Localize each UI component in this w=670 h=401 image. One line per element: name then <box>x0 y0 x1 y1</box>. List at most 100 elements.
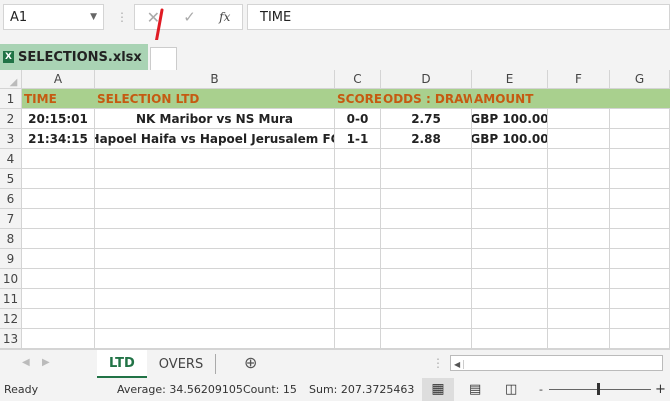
row-header-10[interactable]: 10 <box>0 269 22 289</box>
sheet-tab-ltd[interactable]: LTD <box>97 350 147 378</box>
cell-B12[interactable] <box>95 309 335 329</box>
cell-A5[interactable] <box>22 169 95 189</box>
cell-A13[interactable] <box>22 329 95 349</box>
cell-G6[interactable] <box>610 189 670 209</box>
cell-C5[interactable] <box>335 169 381 189</box>
cell-G7[interactable] <box>610 209 670 229</box>
cell-G5[interactable] <box>610 169 670 189</box>
cell-C10[interactable] <box>335 269 381 289</box>
cell-B4[interactable] <box>95 149 335 169</box>
cell-D12[interactable] <box>381 309 472 329</box>
column-header-A[interactable]: A <box>22 70 95 89</box>
cell-E1[interactable]: AMOUNT <box>472 89 548 109</box>
cell-D11[interactable] <box>381 289 472 309</box>
cell-A9[interactable] <box>22 249 95 269</box>
row-header-2[interactable]: 2 <box>0 109 22 129</box>
cell-B2[interactable]: NK Maribor vs NS Mura <box>95 109 335 129</box>
cell-F6[interactable] <box>548 189 610 209</box>
drag-handle-icon[interactable]: ⋮ <box>116 10 128 24</box>
column-header-F[interactable]: F <box>548 70 610 89</box>
row-header-1[interactable]: 1 <box>0 89 22 109</box>
cell-A2[interactable]: 20:15:01 <box>22 109 95 129</box>
cell-C1[interactable]: SCORE <box>335 89 381 109</box>
cell-D10[interactable] <box>381 269 472 289</box>
cell-E5[interactable] <box>472 169 548 189</box>
cell-E10[interactable] <box>472 269 548 289</box>
cell-B3[interactable]: Hapoel Haifa vs Hapoel Jerusalem FC <box>95 129 335 149</box>
cell-D8[interactable] <box>381 229 472 249</box>
row-header-13[interactable]: 13 <box>0 329 22 349</box>
cell-F8[interactable] <box>548 229 610 249</box>
zoom-slider[interactable] <box>549 389 651 390</box>
row-header-9[interactable]: 9 <box>0 249 22 269</box>
cell-B10[interactable] <box>95 269 335 289</box>
cell-F10[interactable] <box>548 269 610 289</box>
cell-D4[interactable] <box>381 149 472 169</box>
cell-C6[interactable] <box>335 189 381 209</box>
cell-E3[interactable]: GBP 100.00 <box>472 129 548 149</box>
cell-B13[interactable] <box>95 329 335 349</box>
cell-D2[interactable]: 2.75 <box>381 109 472 129</box>
cell-C2[interactable]: 0-0 <box>335 109 381 129</box>
cell-E11[interactable] <box>472 289 548 309</box>
cell-E13[interactable] <box>472 329 548 349</box>
row-header-12[interactable]: 12 <box>0 309 22 329</box>
column-header-G[interactable]: G <box>610 70 670 89</box>
cell-G3[interactable] <box>610 129 670 149</box>
row-header-8[interactable]: 8 <box>0 229 22 249</box>
zoom-in-button[interactable]: + <box>655 382 666 397</box>
cell-B1[interactable]: SELECTION LTD <box>95 89 335 109</box>
cell-E7[interactable] <box>472 209 548 229</box>
cell-C12[interactable] <box>335 309 381 329</box>
cell-E4[interactable] <box>472 149 548 169</box>
cell-G12[interactable] <box>610 309 670 329</box>
cell-F5[interactable] <box>548 169 610 189</box>
cell-G10[interactable] <box>610 269 670 289</box>
cell-C9[interactable] <box>335 249 381 269</box>
row-header-4[interactable]: 4 <box>0 149 22 169</box>
cell-D6[interactable] <box>381 189 472 209</box>
cell-D9[interactable] <box>381 249 472 269</box>
page-break-icon[interactable]: ◫ <box>505 382 518 397</box>
column-header-B[interactable]: B <box>95 70 335 89</box>
row-header-7[interactable]: 7 <box>0 209 22 229</box>
cell-E2[interactable]: GBP 100.00 <box>472 109 548 129</box>
zoom-out-button[interactable]: - <box>539 383 543 396</box>
cell-A3[interactable]: 21:34:15 <box>22 129 95 149</box>
cell-C8[interactable] <box>335 229 381 249</box>
cell-D3[interactable]: 2.88 <box>381 129 472 149</box>
cell-F2[interactable] <box>548 109 610 129</box>
cell-C11[interactable] <box>335 289 381 309</box>
cell-A8[interactable] <box>22 229 95 249</box>
cell-F3[interactable] <box>548 129 610 149</box>
workbook-tab[interactable]: X SELECTIONS.xlsx ✕ <box>0 44 161 70</box>
new-tab-box[interactable] <box>150 47 177 71</box>
scroll-left-arrow-icon[interactable]: ◀ <box>451 360 465 369</box>
cell-B9[interactable] <box>95 249 335 269</box>
cell-G8[interactable] <box>610 229 670 249</box>
cell-D1[interactable]: ODDS : DRAW <box>381 89 472 109</box>
row-header-3[interactable]: 3 <box>0 129 22 149</box>
cell-E9[interactable] <box>472 249 548 269</box>
fx-icon[interactable]: fx <box>219 10 231 24</box>
cell-F9[interactable] <box>548 249 610 269</box>
formula-input[interactable]: TIME <box>247 4 670 30</box>
cell-B7[interactable] <box>95 209 335 229</box>
page-layout-icon[interactable]: ▤ <box>469 382 482 397</box>
cell-G11[interactable] <box>610 289 670 309</box>
cell-A4[interactable] <box>22 149 95 169</box>
cell-B8[interactable] <box>95 229 335 249</box>
cell-E6[interactable] <box>472 189 548 209</box>
column-header-C[interactable]: C <box>335 70 381 89</box>
column-header-D[interactable]: D <box>381 70 472 89</box>
select-all-corner[interactable]: ◢ <box>0 70 22 89</box>
cell-B5[interactable] <box>95 169 335 189</box>
cell-C13[interactable] <box>335 329 381 349</box>
cell-E12[interactable] <box>472 309 548 329</box>
cell-A1[interactable]: TIME <box>22 89 95 109</box>
row-header-11[interactable]: 11 <box>0 289 22 309</box>
cell-A10[interactable] <box>22 269 95 289</box>
enter-icon[interactable]: ✓ <box>183 8 196 26</box>
cell-A7[interactable] <box>22 209 95 229</box>
cell-D7[interactable] <box>381 209 472 229</box>
